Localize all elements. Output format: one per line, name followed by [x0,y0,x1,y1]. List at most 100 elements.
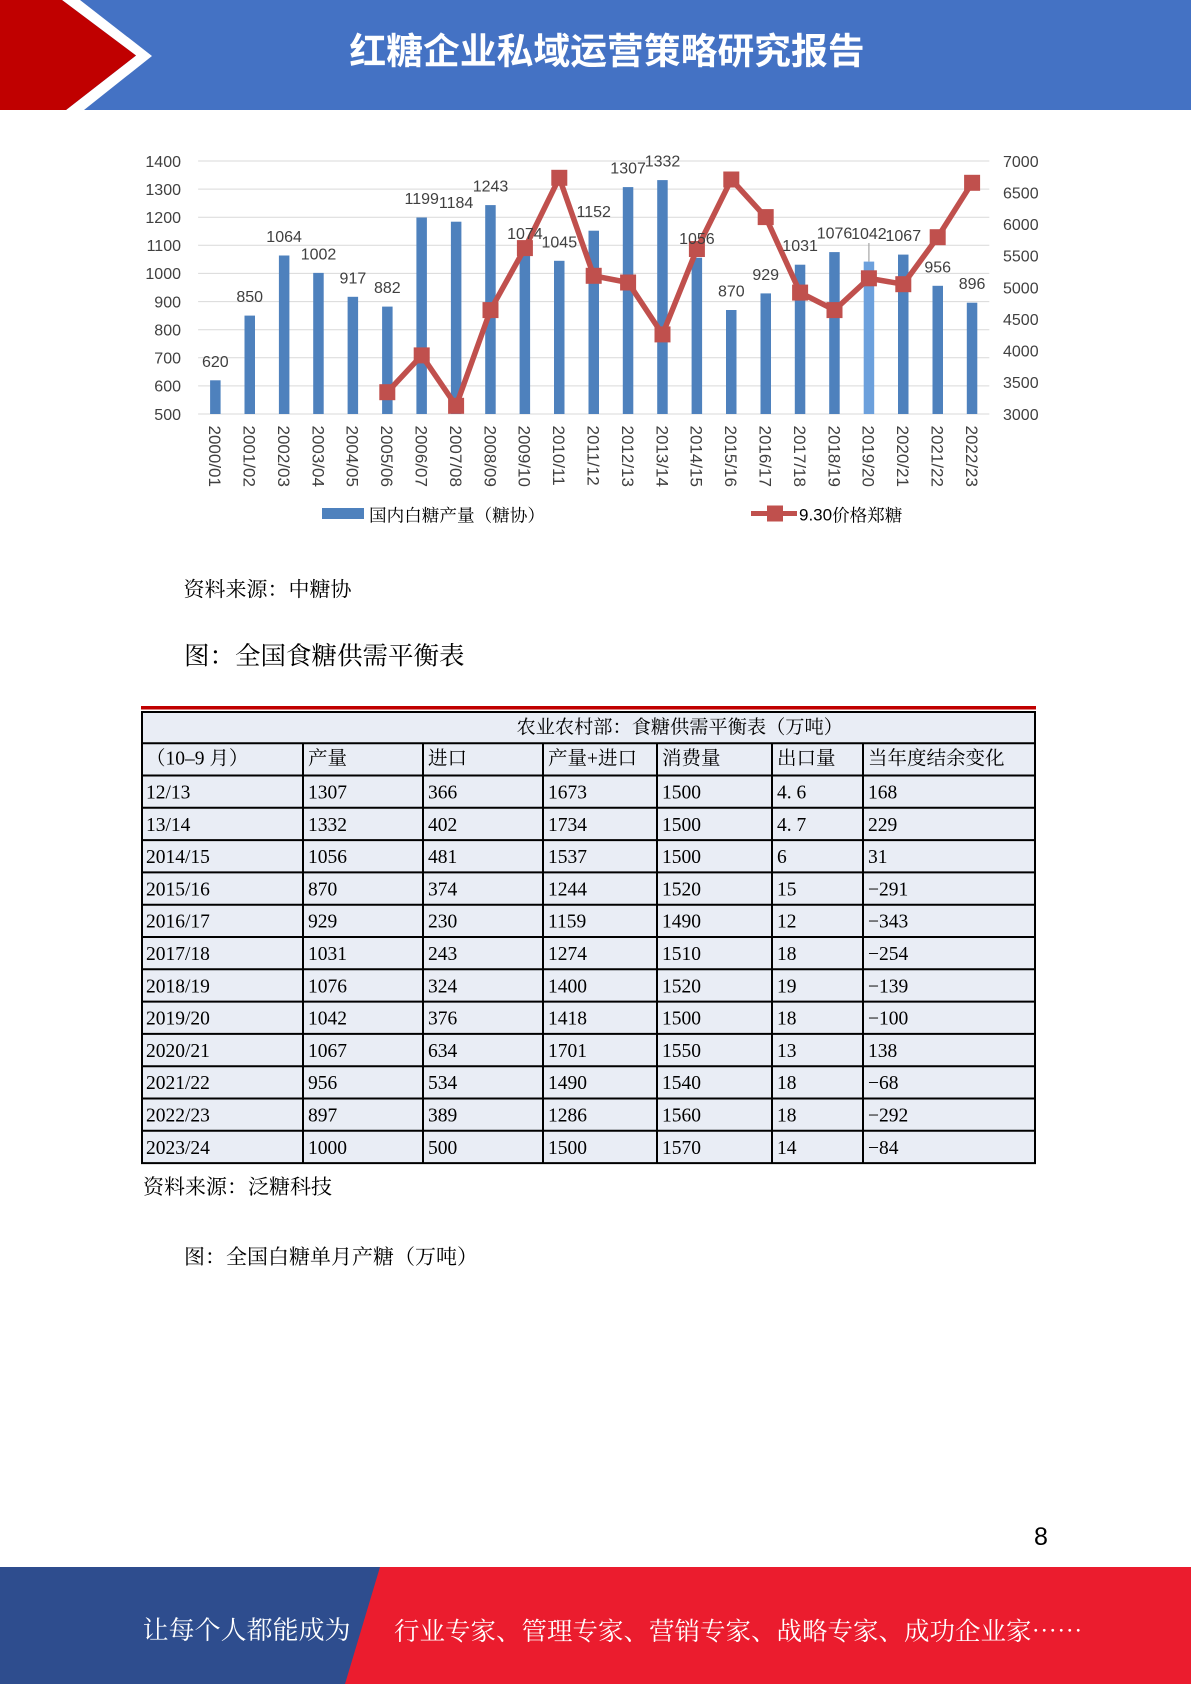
svg-text:402: 402 [428,815,457,836]
svg-text:2013/14: 2013/14 [652,426,671,487]
svg-text:1550: 1550 [662,1041,701,1062]
svg-text:2016/17: 2016/17 [146,912,210,933]
svg-text:1537: 1537 [548,847,587,868]
svg-text:1184: 1184 [439,195,474,212]
svg-text:2017/18: 2017/18 [790,426,809,487]
svg-text:15: 15 [777,879,797,900]
svg-text:700: 700 [154,351,181,368]
svg-text:897: 897 [308,1106,338,1127]
svg-text:1400: 1400 [548,976,587,997]
svg-text:1520: 1520 [662,976,701,997]
svg-text:500: 500 [428,1138,457,1159]
svg-text:1159: 1159 [548,912,586,933]
svg-text:929: 929 [308,912,337,933]
svg-text:4000: 4000 [1003,344,1039,361]
svg-text:1200: 1200 [145,210,181,227]
svg-text:1274: 1274 [548,944,587,965]
svg-text:4. 6: 4. 6 [777,783,807,804]
svg-text:5500: 5500 [1003,249,1039,266]
svg-text:1307: 1307 [308,783,347,804]
svg-text:2015/16: 2015/16 [146,879,210,900]
svg-text:−139: −139 [868,976,908,997]
svg-text:896: 896 [959,276,986,293]
svg-text:1076: 1076 [817,226,853,243]
svg-text:1244: 1244 [548,879,587,900]
svg-text:2009/10: 2009/10 [515,426,534,487]
svg-text:9.30: 9.30 [799,506,832,525]
svg-text:376: 376 [428,1009,458,1030]
svg-text:2000/01: 2000/01 [205,426,224,487]
svg-text:1500: 1500 [548,1138,587,1159]
svg-text:2010/11: 2010/11 [549,426,568,486]
svg-text:2016/17: 2016/17 [756,426,775,487]
svg-text:500: 500 [154,407,181,424]
svg-text:2001/02: 2001/02 [240,426,259,487]
svg-text:956: 956 [924,259,951,276]
svg-text:1490: 1490 [548,1073,587,1094]
svg-text:10–9: 10–9 [166,749,210,770]
svg-text:18: 18 [777,944,797,965]
svg-text:−254: −254 [868,944,908,965]
svg-text:2008/09: 2008/09 [480,426,499,487]
svg-text:−68: −68 [868,1073,899,1094]
svg-text:1067: 1067 [886,228,922,245]
svg-text:1002: 1002 [301,246,337,263]
svg-text:389: 389 [428,1106,457,1127]
svg-text:3000: 3000 [1003,407,1039,424]
svg-text:1056: 1056 [308,847,347,868]
svg-text:1673: 1673 [548,783,587,804]
svg-text:1243: 1243 [473,179,509,196]
svg-text:374: 374 [428,879,458,900]
svg-text:2018/19: 2018/19 [146,976,210,997]
svg-text:+: + [587,749,598,770]
svg-text:324: 324 [428,976,458,997]
svg-text:1510: 1510 [662,944,701,965]
svg-text:1152: 1152 [576,204,611,221]
svg-text:12/13: 12/13 [146,783,190,804]
svg-text:138: 138 [868,1041,897,1062]
svg-text:600: 600 [154,379,181,396]
svg-text:2006/07: 2006/07 [412,426,431,487]
svg-text:481: 481 [428,847,457,868]
svg-text:1031: 1031 [782,238,818,255]
svg-text:1307: 1307 [610,161,646,178]
svg-text:2015/16: 2015/16 [721,426,740,487]
svg-text:1332: 1332 [308,815,347,836]
svg-text:7000: 7000 [1003,154,1039,171]
svg-text:2020/21: 2020/21 [893,426,912,487]
svg-text:1418: 1418 [548,1009,587,1030]
svg-text:3500: 3500 [1003,375,1039,392]
svg-text:2003/04: 2003/04 [308,426,327,487]
svg-text:31: 31 [868,847,888,868]
svg-text:6500: 6500 [1003,185,1039,202]
svg-text:1500: 1500 [662,783,701,804]
svg-text:1100: 1100 [147,238,182,255]
svg-text:2007/08: 2007/08 [446,426,465,487]
svg-text:−343: −343 [868,912,908,933]
svg-text:−100: −100 [868,1009,908,1030]
svg-text:2020/21: 2020/21 [146,1041,210,1062]
svg-text:1500: 1500 [662,847,701,868]
svg-text:2002/03: 2002/03 [274,426,293,487]
svg-text:1042: 1042 [851,226,887,243]
svg-text:2014/15: 2014/15 [146,847,210,868]
svg-text:1064: 1064 [266,229,302,246]
svg-text:1286: 1286 [548,1106,587,1127]
svg-text:2004/05: 2004/05 [343,426,362,487]
svg-text:870: 870 [308,879,337,900]
svg-text:534: 534 [428,1073,458,1094]
svg-text:2021/22: 2021/22 [928,426,947,487]
svg-text:2019/20: 2019/20 [859,426,878,487]
svg-text:870: 870 [718,284,745,301]
svg-text:2018/19: 2018/19 [824,426,843,487]
svg-text:13: 13 [777,1041,797,1062]
svg-text:1570: 1570 [662,1138,701,1159]
svg-text:1000: 1000 [308,1138,347,1159]
svg-text:1560: 1560 [662,1106,701,1127]
svg-text:6000: 6000 [1003,217,1039,234]
svg-text:2012/13: 2012/13 [618,426,637,487]
svg-text:634: 634 [428,1041,458,1062]
svg-text:18: 18 [777,1009,797,1030]
svg-text:1000: 1000 [145,266,181,283]
svg-text:1074: 1074 [507,226,543,243]
